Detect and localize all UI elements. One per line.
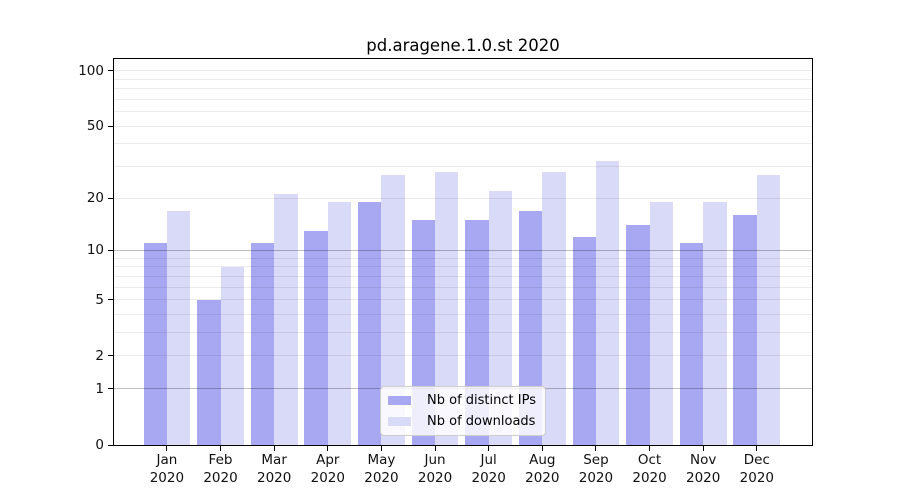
x-tick-label-nov-2020: Nov 2020 [686, 452, 721, 486]
legend-swatch-distinct-ips [388, 396, 412, 405]
bar-nb-of-distinct-ips-oct-2020 [626, 225, 650, 445]
bar-nb-of-distinct-ips-jan-2020 [143, 243, 167, 445]
chart-title: pd.aragene.1.0.st 2020 [366, 36, 560, 55]
bar-nb-of-distinct-ips-mar-2020 [250, 243, 275, 445]
y-tick-20 [108, 197, 113, 199]
y-tick-label-0: 0 [95, 437, 104, 453]
bar-nb-of-downloads-oct-2020 [649, 201, 673, 445]
x-tick-label-oct-2020: Oct 2020 [632, 452, 667, 486]
y-tick-10 [108, 249, 113, 251]
x-tick-label-apr-2020: Apr 2020 [310, 452, 345, 486]
bar-nb-of-downloads-mar-2020 [274, 194, 298, 445]
bar-nb-of-distinct-ips-may-2020 [358, 201, 382, 445]
y-tick-2 [108, 355, 113, 357]
y-tick-label-50: 50 [86, 118, 104, 135]
bar-nb-of-downloads-nov-2020 [703, 201, 727, 445]
x-tick-jun-2020 [434, 446, 436, 451]
y-tick-100 [108, 70, 113, 72]
bar-nb-of-downloads-jun-2020 [435, 171, 459, 445]
gridline-7 [114, 275, 812, 277]
y-tick-label-100: 100 [78, 62, 104, 79]
y-tick-label-5: 5 [95, 291, 104, 308]
x-tick-aug-2020 [541, 446, 543, 451]
legend-label-distinct-ips: Nb of distinct IPs [427, 393, 536, 408]
gridline-100 [114, 70, 812, 72]
x-tick-label-jul-2020: Jul 2020 [471, 452, 506, 486]
x-tick-oct-2020 [649, 446, 651, 451]
bar-nb-of-downloads-dec-2020 [756, 174, 781, 445]
bar-nb-of-distinct-ips-apr-2020 [304, 230, 328, 445]
gridline-50 [114, 125, 812, 127]
legend-item-distinct-ips: Nb of distinct IPs [388, 391, 536, 410]
bar-nb-of-downloads-may-2020 [381, 174, 405, 445]
legend: Nb of distinct IPs Nb of downloads [380, 386, 546, 436]
legend-label-downloads: Nb of downloads [427, 414, 536, 429]
y-tick-0 [108, 444, 113, 446]
gridline-5 [114, 299, 812, 301]
x-tick-apr-2020 [327, 446, 329, 451]
y-tick-label-10: 10 [86, 242, 104, 259]
x-tick-may-2020 [380, 446, 382, 451]
gridline-90 [114, 78, 812, 80]
x-tick-nov-2020 [702, 446, 704, 451]
bar-nb-of-distinct-ips-feb-2020 [197, 299, 221, 445]
x-tick-label-aug-2020: Aug 2020 [525, 452, 560, 486]
x-tick-label-sep-2020: Sep 2020 [578, 452, 614, 486]
x-tick-jul-2020 [488, 446, 490, 451]
gridline-40 [114, 143, 812, 145]
y-tick-50 [108, 125, 113, 127]
gridline-8 [114, 266, 812, 268]
y-tick-label-2: 2 [95, 347, 104, 364]
bar-nb-of-distinct-ips-nov-2020 [679, 243, 704, 445]
gridline-30 [114, 165, 812, 167]
y-tick-1 [108, 388, 113, 390]
bar-nb-of-downloads-jul-2020 [488, 190, 513, 445]
x-tick-feb-2020 [220, 446, 222, 451]
x-tick-label-mar-2020: Mar 2020 [256, 452, 292, 486]
bar-nb-of-distinct-ips-sep-2020 [572, 236, 596, 445]
bar-nb-of-downloads-sep-2020 [595, 161, 620, 445]
x-tick-label-jun-2020: Jun 2020 [417, 452, 453, 486]
gridline-6 [114, 286, 812, 288]
x-tick-sep-2020 [595, 446, 597, 451]
bar-nb-of-distinct-ips-dec-2020 [733, 215, 757, 445]
x-tick-label-dec-2020: Dec 2020 [739, 452, 775, 486]
bar-nb-of-downloads-aug-2020 [542, 171, 566, 445]
x-tick-dec-2020 [756, 446, 758, 451]
gridline-10 [114, 249, 812, 251]
gridline-70 [114, 98, 812, 100]
x-tick-mar-2020 [273, 446, 275, 451]
gridline-2 [114, 355, 812, 357]
bar-nb-of-downloads-apr-2020 [327, 201, 352, 445]
x-tick-label-may-2020: May 2020 [364, 452, 399, 486]
bar-nb-of-downloads-jan-2020 [166, 210, 191, 445]
x-tick-label-feb-2020: Feb 2020 [203, 452, 238, 486]
gridline-80 [114, 87, 812, 89]
y-tick-label-20: 20 [86, 190, 104, 206]
x-tick-label-jan-2020: Jan 2020 [149, 452, 185, 486]
y-tick-5 [108, 299, 113, 301]
gridline-9 [114, 257, 812, 259]
gridline-20 [114, 197, 812, 199]
gridline-3 [114, 332, 812, 334]
legend-item-downloads: Nb of downloads [388, 412, 536, 431]
bar-nb-of-downloads-feb-2020 [220, 266, 244, 445]
gridline-4 [114, 313, 812, 315]
x-tick-jan-2020 [166, 446, 168, 451]
legend-swatch-downloads [388, 417, 412, 426]
plot-area: Nb of distinct IPs Nb of downloads [113, 58, 813, 446]
gridline-60 [114, 111, 812, 112]
y-tick-label-1: 1 [95, 380, 104, 397]
